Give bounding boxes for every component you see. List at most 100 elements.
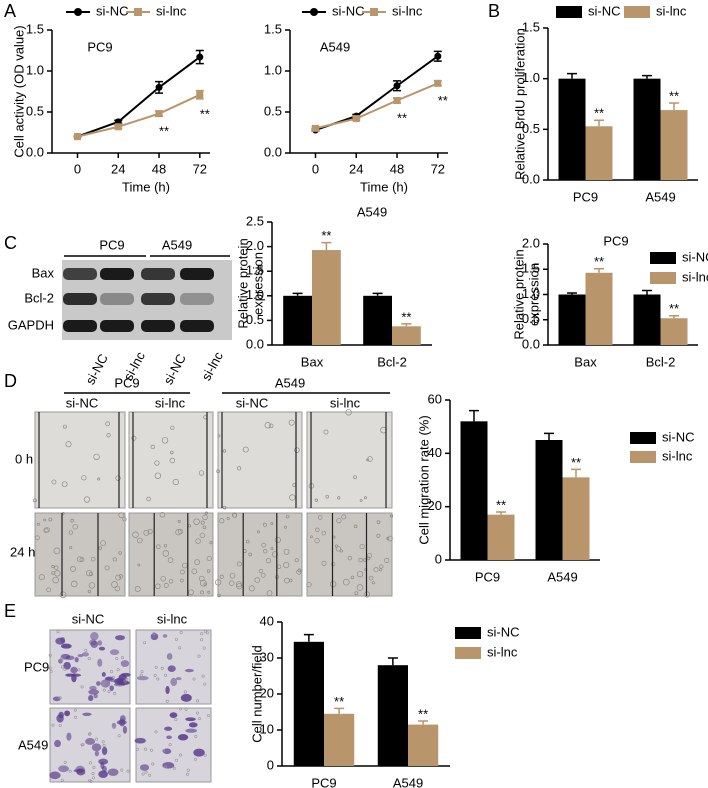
cell (215, 579, 222, 586)
wound-group: si-lnc (330, 395, 361, 410)
wound-healing: PC9 A549 si-NC si-lnc si-NC si-lnc 0 h 2… (10, 375, 394, 599)
bar (633, 294, 661, 345)
x-tick-label: 72 (431, 161, 445, 176)
pore (179, 631, 183, 635)
pore (156, 677, 160, 681)
stained-cell (120, 660, 130, 668)
error-bar (334, 707, 345, 714)
line (315, 82, 439, 130)
stained-cell (107, 768, 119, 776)
bar (660, 318, 688, 345)
cell (178, 529, 184, 535)
cell (202, 514, 208, 521)
pore (125, 677, 129, 681)
stained-cell (49, 771, 61, 780)
y-tick-label: 0 (435, 551, 442, 566)
legend-swatch (556, 6, 582, 18)
pore (87, 657, 91, 661)
legend-label: si-NC (662, 429, 695, 444)
error-bar (303, 633, 314, 642)
pore (51, 723, 55, 727)
pore (79, 765, 83, 769)
pore (102, 683, 106, 687)
cell (266, 590, 273, 597)
cell (330, 580, 337, 588)
stained-cell (134, 737, 146, 744)
transwell: si-NC si-lnc PC9 A549 (18, 611, 212, 783)
blot-lane: si-NC (82, 351, 111, 387)
cell (87, 589, 92, 594)
cell (321, 530, 327, 536)
cell (356, 584, 364, 591)
pore (126, 769, 130, 773)
blot-band (100, 293, 134, 305)
transwell-group: si-NC (72, 611, 105, 626)
pore (201, 674, 205, 678)
error-bar (571, 468, 581, 478)
cell (111, 581, 118, 588)
stained-cell (122, 725, 128, 734)
cell (373, 567, 379, 573)
bar (562, 477, 590, 560)
x-tick-label: A549 (645, 189, 675, 204)
cell (143, 529, 150, 536)
legend-marker (310, 8, 318, 16)
y-tick-label: 1.0 (26, 62, 44, 77)
bar (535, 440, 563, 560)
marker (114, 123, 122, 131)
y-axis-label: Relative protein (235, 238, 250, 328)
cell (216, 469, 220, 474)
pore (63, 667, 67, 671)
cell (195, 538, 201, 544)
cell (85, 569, 93, 577)
pore (163, 765, 167, 769)
cell (219, 574, 224, 579)
cell (270, 521, 274, 525)
marker (393, 82, 401, 90)
stained-cell (188, 722, 198, 728)
stained-cell (109, 685, 114, 691)
pore (58, 696, 62, 700)
cell (167, 557, 174, 563)
bar (392, 326, 421, 345)
line (315, 55, 439, 131)
pore (73, 708, 77, 712)
cell (258, 569, 264, 574)
cell (283, 561, 290, 569)
significance: ** (594, 254, 604, 269)
cell (154, 472, 162, 479)
cell (147, 528, 153, 535)
pore (192, 677, 196, 681)
pore (48, 653, 52, 657)
cell (46, 587, 52, 593)
pore (120, 768, 124, 772)
pore (140, 670, 144, 674)
marker (196, 53, 204, 61)
cell (339, 549, 343, 553)
significance: ** (334, 694, 344, 709)
pore (153, 673, 157, 677)
cell (100, 540, 106, 546)
cell (283, 548, 290, 555)
significance: ** (321, 228, 331, 243)
cell (43, 518, 47, 522)
stained-cell (167, 665, 176, 672)
cell (70, 566, 76, 572)
significance: ** (159, 124, 169, 139)
cell (202, 525, 207, 530)
panel-label: D (4, 371, 17, 391)
pore (102, 743, 106, 747)
pore (58, 723, 62, 727)
cell (122, 517, 127, 522)
cell (118, 551, 122, 555)
cell (68, 530, 74, 535)
wound-time: 24 h (10, 544, 35, 559)
pore (202, 646, 206, 650)
cell (83, 496, 91, 503)
pore (74, 715, 78, 719)
x-tick-label: 24 (111, 161, 125, 176)
cell (137, 563, 141, 567)
pore (197, 654, 201, 658)
stained-cell (98, 646, 106, 651)
significance: ** (594, 106, 604, 121)
